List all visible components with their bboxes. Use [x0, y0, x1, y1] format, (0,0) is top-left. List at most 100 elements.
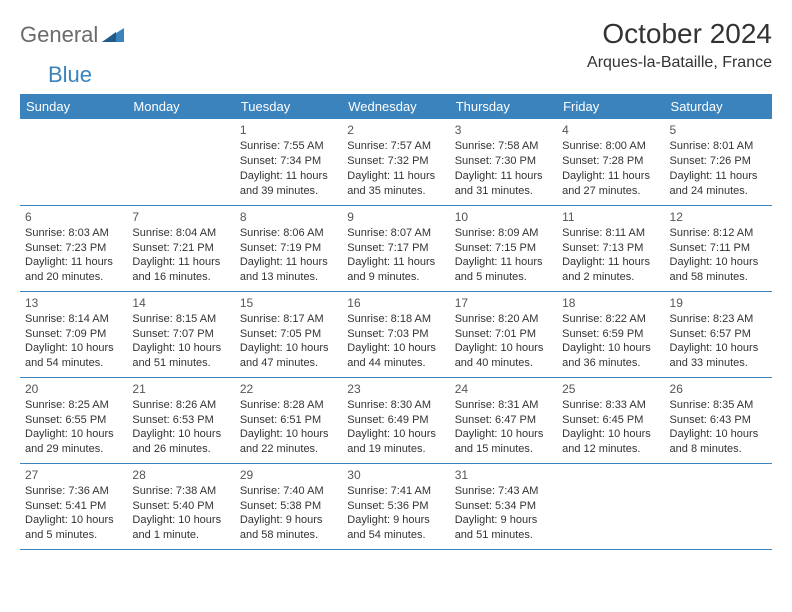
day-header: Sunday [20, 94, 127, 119]
sunset-text: Sunset: 6:55 PM [25, 413, 122, 428]
sunset-text: Sunset: 7:26 PM [670, 154, 767, 169]
sunset-text: Sunset: 7:15 PM [455, 241, 552, 256]
daylight-text: Daylight: 10 hours and 33 minutes. [670, 341, 767, 371]
day-number: 12 [670, 209, 767, 225]
day-number: 3 [455, 122, 552, 138]
day-number: 29 [240, 467, 337, 483]
title-block: October 2024 Arques-la-Bataille, France [587, 18, 772, 72]
day-number: 31 [455, 467, 552, 483]
sunset-text: Sunset: 6:47 PM [455, 413, 552, 428]
sunset-text: Sunset: 6:53 PM [132, 413, 229, 428]
sunrise-text: Sunrise: 8:17 AM [240, 312, 337, 327]
sunrise-text: Sunrise: 8:30 AM [347, 398, 444, 413]
daylight-text: Daylight: 10 hours and 58 minutes. [670, 255, 767, 285]
sunrise-text: Sunrise: 7:55 AM [240, 139, 337, 154]
day-header: Tuesday [235, 94, 342, 119]
sunrise-text: Sunrise: 8:06 AM [240, 226, 337, 241]
sunrise-text: Sunrise: 8:25 AM [25, 398, 122, 413]
sunset-text: Sunset: 5:34 PM [455, 499, 552, 514]
calendar-day-cell: 29Sunrise: 7:40 AMSunset: 5:38 PMDayligh… [235, 463, 342, 549]
daylight-text: Daylight: 11 hours and 27 minutes. [562, 169, 659, 199]
day-number: 24 [455, 381, 552, 397]
calendar-day-cell: 31Sunrise: 7:43 AMSunset: 5:34 PMDayligh… [450, 463, 557, 549]
daylight-text: Daylight: 11 hours and 13 minutes. [240, 255, 337, 285]
sunrise-text: Sunrise: 8:26 AM [132, 398, 229, 413]
calendar-day-cell: 24Sunrise: 8:31 AMSunset: 6:47 PMDayligh… [450, 377, 557, 463]
day-number: 5 [670, 122, 767, 138]
calendar-day-cell: 8Sunrise: 8:06 AMSunset: 7:19 PMDaylight… [235, 205, 342, 291]
day-header: Thursday [450, 94, 557, 119]
daylight-text: Daylight: 11 hours and 16 minutes. [132, 255, 229, 285]
sunrise-text: Sunrise: 8:03 AM [25, 226, 122, 241]
day-number: 2 [347, 122, 444, 138]
calendar-day-cell: 9Sunrise: 8:07 AMSunset: 7:17 PMDaylight… [342, 205, 449, 291]
daylight-text: Daylight: 11 hours and 24 minutes. [670, 169, 767, 199]
sunrise-text: Sunrise: 8:12 AM [670, 226, 767, 241]
daylight-text: Daylight: 11 hours and 5 minutes. [455, 255, 552, 285]
day-number: 7 [132, 209, 229, 225]
calendar-week-row: 27Sunrise: 7:36 AMSunset: 5:41 PMDayligh… [20, 463, 772, 549]
sunset-text: Sunset: 7:34 PM [240, 154, 337, 169]
sunrise-text: Sunrise: 8:22 AM [562, 312, 659, 327]
calendar-empty-cell [557, 463, 664, 549]
sunset-text: Sunset: 7:11 PM [670, 241, 767, 256]
sunset-text: Sunset: 6:59 PM [562, 327, 659, 342]
sunset-text: Sunset: 5:38 PM [240, 499, 337, 514]
day-header: Friday [557, 94, 664, 119]
calendar-day-cell: 28Sunrise: 7:38 AMSunset: 5:40 PMDayligh… [127, 463, 234, 549]
calendar-day-cell: 3Sunrise: 7:58 AMSunset: 7:30 PMDaylight… [450, 119, 557, 205]
sunset-text: Sunset: 7:05 PM [240, 327, 337, 342]
day-number: 11 [562, 209, 659, 225]
day-number: 20 [25, 381, 122, 397]
sunrise-text: Sunrise: 7:41 AM [347, 484, 444, 499]
sunset-text: Sunset: 6:49 PM [347, 413, 444, 428]
calendar-week-row: 6Sunrise: 8:03 AMSunset: 7:23 PMDaylight… [20, 205, 772, 291]
calendar-day-cell: 23Sunrise: 8:30 AMSunset: 6:49 PMDayligh… [342, 377, 449, 463]
day-number: 8 [240, 209, 337, 225]
sunrise-text: Sunrise: 8:23 AM [670, 312, 767, 327]
sunset-text: Sunset: 7:21 PM [132, 241, 229, 256]
calendar-day-cell: 22Sunrise: 8:28 AMSunset: 6:51 PMDayligh… [235, 377, 342, 463]
calendar-week-row: 1Sunrise: 7:55 AMSunset: 7:34 PMDaylight… [20, 119, 772, 205]
day-number: 28 [132, 467, 229, 483]
month-title: October 2024 [587, 18, 772, 50]
calendar-day-cell: 4Sunrise: 8:00 AMSunset: 7:28 PMDaylight… [557, 119, 664, 205]
sunrise-text: Sunrise: 8:15 AM [132, 312, 229, 327]
daylight-text: Daylight: 10 hours and 36 minutes. [562, 341, 659, 371]
logo-text-general: General [20, 22, 98, 48]
day-number: 9 [347, 209, 444, 225]
sunset-text: Sunset: 7:07 PM [132, 327, 229, 342]
calendar-day-cell: 5Sunrise: 8:01 AMSunset: 7:26 PMDaylight… [665, 119, 772, 205]
sunrise-text: Sunrise: 7:43 AM [455, 484, 552, 499]
sunrise-text: Sunrise: 7:40 AM [240, 484, 337, 499]
sunset-text: Sunset: 7:32 PM [347, 154, 444, 169]
sunset-text: Sunset: 7:03 PM [347, 327, 444, 342]
day-number: 17 [455, 295, 552, 311]
sunrise-text: Sunrise: 8:33 AM [562, 398, 659, 413]
sunrise-text: Sunrise: 7:36 AM [25, 484, 122, 499]
day-number: 1 [240, 122, 337, 138]
sunrise-text: Sunrise: 8:20 AM [455, 312, 552, 327]
logo-text-blue: Blue [48, 62, 92, 88]
sunset-text: Sunset: 7:09 PM [25, 327, 122, 342]
daylight-text: Daylight: 10 hours and 12 minutes. [562, 427, 659, 457]
calendar-empty-cell [127, 119, 234, 205]
sunrise-text: Sunrise: 7:38 AM [132, 484, 229, 499]
sunset-text: Sunset: 6:45 PM [562, 413, 659, 428]
daylight-text: Daylight: 11 hours and 31 minutes. [455, 169, 552, 199]
day-number: 22 [240, 381, 337, 397]
calendar-day-cell: 18Sunrise: 8:22 AMSunset: 6:59 PMDayligh… [557, 291, 664, 377]
daylight-text: Daylight: 11 hours and 35 minutes. [347, 169, 444, 199]
calendar-week-row: 20Sunrise: 8:25 AMSunset: 6:55 PM Dayligh… [20, 377, 772, 463]
calendar-empty-cell [665, 463, 772, 549]
sunset-text: Sunset: 5:41 PM [25, 499, 122, 514]
logo: General [20, 18, 128, 48]
calendar-day-cell: 19Sunrise: 8:23 AMSunset: 6:57 PMDayligh… [665, 291, 772, 377]
sunset-text: Sunset: 7:13 PM [562, 241, 659, 256]
sunset-text: Sunset: 7:23 PM [25, 241, 122, 256]
sunset-text: Sunset: 7:30 PM [455, 154, 552, 169]
daylight-text: Daylight: 10 hours and 19 minutes. [347, 427, 444, 457]
day-number: 4 [562, 122, 659, 138]
daylight-text: Daylight: 11 hours and 39 minutes. [240, 169, 337, 199]
sunset-text: Sunset: 7:28 PM [562, 154, 659, 169]
